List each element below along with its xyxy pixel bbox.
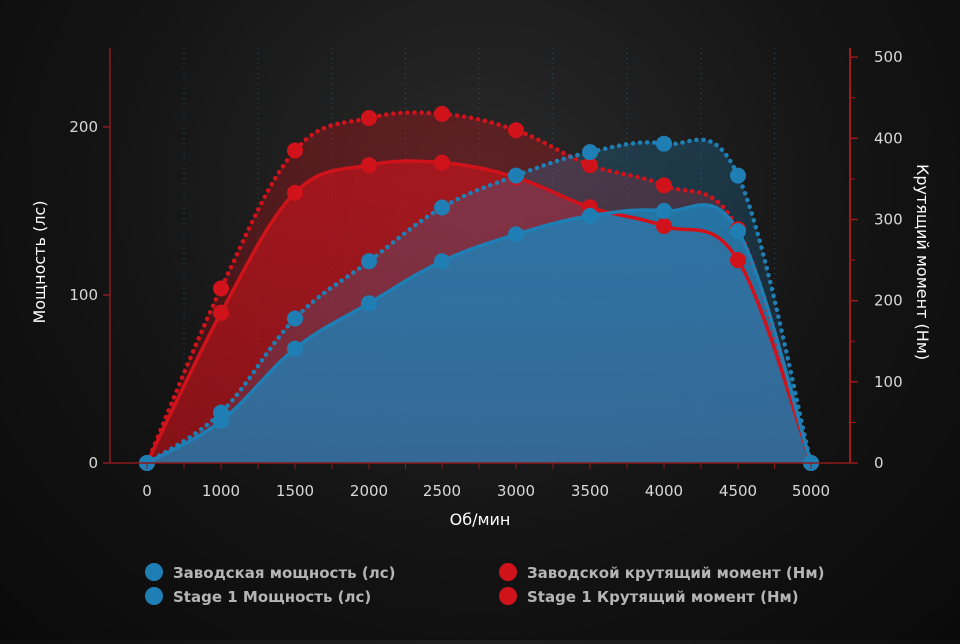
- point-stage1-torque-4000[interactable]: [656, 177, 672, 194]
- point-stock-torque-1000[interactable]: [213, 304, 229, 321]
- point-stock-power-1000[interactable]: [213, 413, 229, 429]
- y-axis-left-title: Мощность (лс): [30, 200, 49, 323]
- point-stage1-torque-1000[interactable]: [213, 280, 229, 297]
- legend-label-stage1-power: Stage 1 Мощность (лс): [173, 588, 371, 606]
- point-stock-power-4500[interactable]: [730, 223, 746, 240]
- legend-item-stock-torque[interactable]: Заводской крутящий момент (Нм): [499, 563, 824, 582]
- legend-item-stock-power[interactable]: Заводская мощность (лс): [145, 563, 395, 582]
- point-stage1-torque-2500[interactable]: [434, 105, 450, 122]
- legend-marker-stage1-torque: [499, 587, 517, 605]
- point-stock-power-2000[interactable]: [361, 295, 377, 312]
- legend-label-stock-torque: Заводской крутящий момент (Нм): [527, 564, 824, 582]
- point-stock-torque-2000[interactable]: [361, 157, 377, 174]
- x-tick-label-2000: 2000: [350, 482, 388, 500]
- x-tick-label-0: 0: [142, 482, 152, 500]
- point-stage1-power-1500[interactable]: [287, 310, 303, 327]
- point-stage1-power-3500[interactable]: [582, 144, 598, 161]
- y-right-tick-label-100: 100: [874, 373, 903, 391]
- point-stage1-power-3000[interactable]: [508, 167, 524, 184]
- point-stock-power-3000[interactable]: [508, 226, 524, 243]
- y-right-tick-label-500: 500: [874, 48, 903, 66]
- line-stock-torque: [145, 159, 813, 465]
- legend-marker-stock-torque: [499, 563, 517, 581]
- legend: Заводская мощность (лс) Stage 1 Мощность…: [145, 563, 824, 606]
- y-axis-right-title: Крутящий момент (Нм): [913, 164, 932, 360]
- legend-marker-stock-power: [145, 563, 163, 581]
- legend-item-stage1-power[interactable]: Stage 1 Мощность (лс): [145, 587, 371, 606]
- y-right-tick-label-200: 200: [874, 292, 903, 310]
- point-stage1-torque-2000[interactable]: [361, 110, 377, 126]
- y-left-tick-label-100: 100: [69, 286, 98, 304]
- y-left-tick-label-0: 0: [88, 454, 98, 472]
- line-stage1-power: [144, 137, 814, 466]
- point-stock-power-1500[interactable]: [287, 340, 303, 357]
- x-tick-label-4000: 4000: [645, 482, 683, 500]
- point-stock-torque-4000[interactable]: [656, 218, 672, 234]
- point-stock-power-3500[interactable]: [582, 207, 598, 224]
- area-layer: [147, 112, 811, 464]
- y-right-tick-label-300: 300: [874, 210, 903, 228]
- legend-item-stage1-torque[interactable]: Stage 1 Крутящий момент (Нм): [499, 587, 799, 606]
- y-right-tick-label-0: 0: [874, 454, 884, 472]
- x-tick-label-3500: 3500: [571, 482, 609, 500]
- x-tick-label-3000: 3000: [497, 482, 535, 500]
- point-stage1-power-4000[interactable]: [656, 135, 672, 152]
- legend-label-stock-power: Заводская мощность (лс): [173, 564, 395, 582]
- line-stage1-torque: [144, 110, 814, 466]
- x-tick-label-1000: 1000: [202, 482, 240, 500]
- point-stock-torque-1500[interactable]: [287, 184, 303, 201]
- point-stage1-torque-3500[interactable]: [582, 157, 598, 174]
- axes-layer: 0 1000 1500 2000 2500 3000 3500 4000 4500 5000010…: [69, 48, 903, 500]
- legend-label-stage1-torque: Stage 1 Крутящий момент (Нм): [527, 588, 799, 606]
- x-tick-label-1500: 1500: [276, 482, 314, 500]
- point-stage1-power-2000[interactable]: [361, 253, 377, 270]
- point-stock-torque-4500[interactable]: [730, 252, 746, 269]
- point-layer: [139, 105, 819, 471]
- point-stock-power-4000[interactable]: [656, 202, 672, 219]
- point-stock-power-2500[interactable]: [434, 253, 450, 270]
- y-left-tick-label-200: 200: [69, 118, 98, 136]
- point-stage1-torque-3000[interactable]: [508, 122, 524, 139]
- point-stock-torque-2500[interactable]: [434, 154, 450, 171]
- area-stock-power: [147, 204, 811, 464]
- point-stage1-torque-1500[interactable]: [287, 142, 303, 159]
- legend-marker-stage1-power: [145, 587, 163, 605]
- y-right-tick-label-400: 400: [874, 129, 903, 147]
- point-stage1-power-4500[interactable]: [730, 167, 746, 184]
- point-stage1-power-2500[interactable]: [434, 199, 450, 216]
- x-tick-label-4500: 4500: [719, 482, 757, 500]
- x-axis-title: Об/мин: [450, 510, 511, 529]
- x-tick-label-2500: 2500: [423, 482, 461, 500]
- x-tick-label-5000: 5000: [792, 482, 830, 500]
